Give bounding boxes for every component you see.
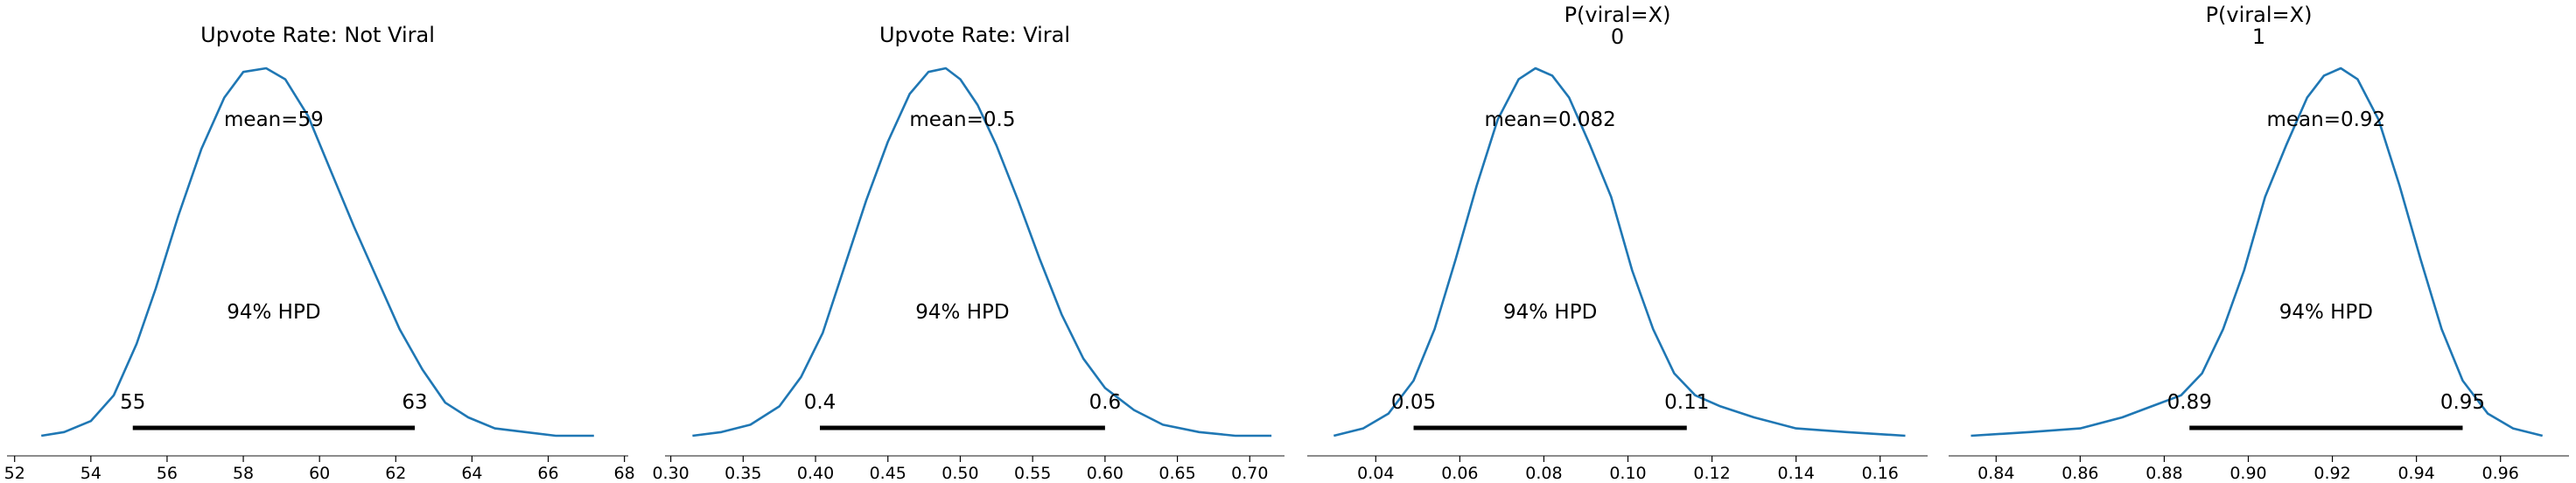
x-tick-label: 52 <box>4 464 25 483</box>
x-tick-label: 0.65 <box>1158 464 1195 483</box>
x-tick-label: 0.04 <box>1357 464 1394 483</box>
density-curve <box>1333 66 1906 438</box>
posterior-panel-0: Upvote Rate: Not Viral mean=59 94% HPD 55 63… <box>4 23 635 483</box>
hpd-high-value: 0.6 <box>1089 391 1122 414</box>
x-tick-label: 0.30 <box>652 464 689 483</box>
x-tick-label: 0.14 <box>1777 464 1814 483</box>
x-tick-label: 62 <box>385 464 406 483</box>
hpd-label: 94% HPD <box>1503 301 1597 324</box>
hpd-high-value: 0.95 <box>2440 391 2485 414</box>
x-tick-label: 0.90 <box>2230 464 2266 483</box>
x-tick-label: 60 <box>309 464 330 483</box>
posterior-panel-3: P(viral=X)1 mean=0.92 94% HPD 0.89 0.95 0.84 0… <box>1949 3 2569 483</box>
mean-label: mean=0.5 <box>909 108 1015 131</box>
hpd-low-value: 0.05 <box>1391 391 1436 414</box>
x-tick-label: 0.45 <box>870 464 906 483</box>
hpd-label: 94% HPD <box>915 301 1009 324</box>
x-tick-label: 0.40 <box>797 464 834 483</box>
x-tick-label: 0.94 <box>2398 464 2434 483</box>
hpd-low-value: 0.4 <box>804 391 836 414</box>
x-tick-label: 0.84 <box>1978 464 2014 483</box>
x-tick-label: 58 <box>233 464 254 483</box>
x-tick-label: 0.55 <box>1014 464 1051 483</box>
x-tick-label: 0.12 <box>1693 464 1730 483</box>
x-tick-label: 0.06 <box>1441 464 1478 483</box>
hpd-high-value: 63 <box>402 391 427 414</box>
density-curve <box>40 66 594 438</box>
x-tick-label: 0.86 <box>2062 464 2098 483</box>
x-tick-label: 0.16 <box>1862 464 1899 483</box>
x-tick-label: 54 <box>80 464 102 483</box>
x-tick-label: 0.35 <box>724 464 761 483</box>
panel-title-line2: 1 <box>2252 24 2265 49</box>
x-tick-label: 0.96 <box>2482 464 2519 483</box>
x-tick-label: 0.92 <box>2314 464 2350 483</box>
panel-title-line2: 0 <box>1611 24 1624 49</box>
x-tick-label: 68 <box>614 464 635 483</box>
panel-title: P(viral=X) <box>2206 3 2313 27</box>
hpd-low-value: 0.89 <box>2167 391 2212 414</box>
mean-label: mean=59 <box>224 108 324 131</box>
x-tick-label: 64 <box>461 464 482 483</box>
hpd-high-value: 0.11 <box>1664 391 1709 414</box>
x-tick-label: 0.08 <box>1525 464 1562 483</box>
panel-title: P(viral=X) <box>1564 3 1671 27</box>
mean-label: mean=0.082 <box>1484 108 1615 131</box>
x-tick-label: 0.60 <box>1087 464 1124 483</box>
density-curve <box>692 66 1272 438</box>
x-tick-label: 0.70 <box>1231 464 1268 483</box>
x-tick-label: 66 <box>537 464 558 483</box>
posterior-panel-2: P(viral=X)0 mean=0.082 94% HPD 0.05 0.11 0.04… <box>1307 3 1928 483</box>
x-tick-label: 0.88 <box>2146 464 2182 483</box>
mean-label: mean=0.92 <box>2266 108 2385 131</box>
x-tick-label: 56 <box>157 464 178 483</box>
x-tick-label: 0.10 <box>1609 464 1646 483</box>
panel-title: Upvote Rate: Not Viral <box>200 23 435 47</box>
panel-title: Upvote Rate: Viral <box>879 23 1070 47</box>
hpd-label: 94% HPD <box>227 301 320 324</box>
x-tick-label: 0.50 <box>942 464 978 483</box>
hpd-label: 94% HPD <box>2279 301 2373 324</box>
density-curve <box>1970 66 2544 438</box>
hpd-low-value: 55 <box>120 391 145 414</box>
